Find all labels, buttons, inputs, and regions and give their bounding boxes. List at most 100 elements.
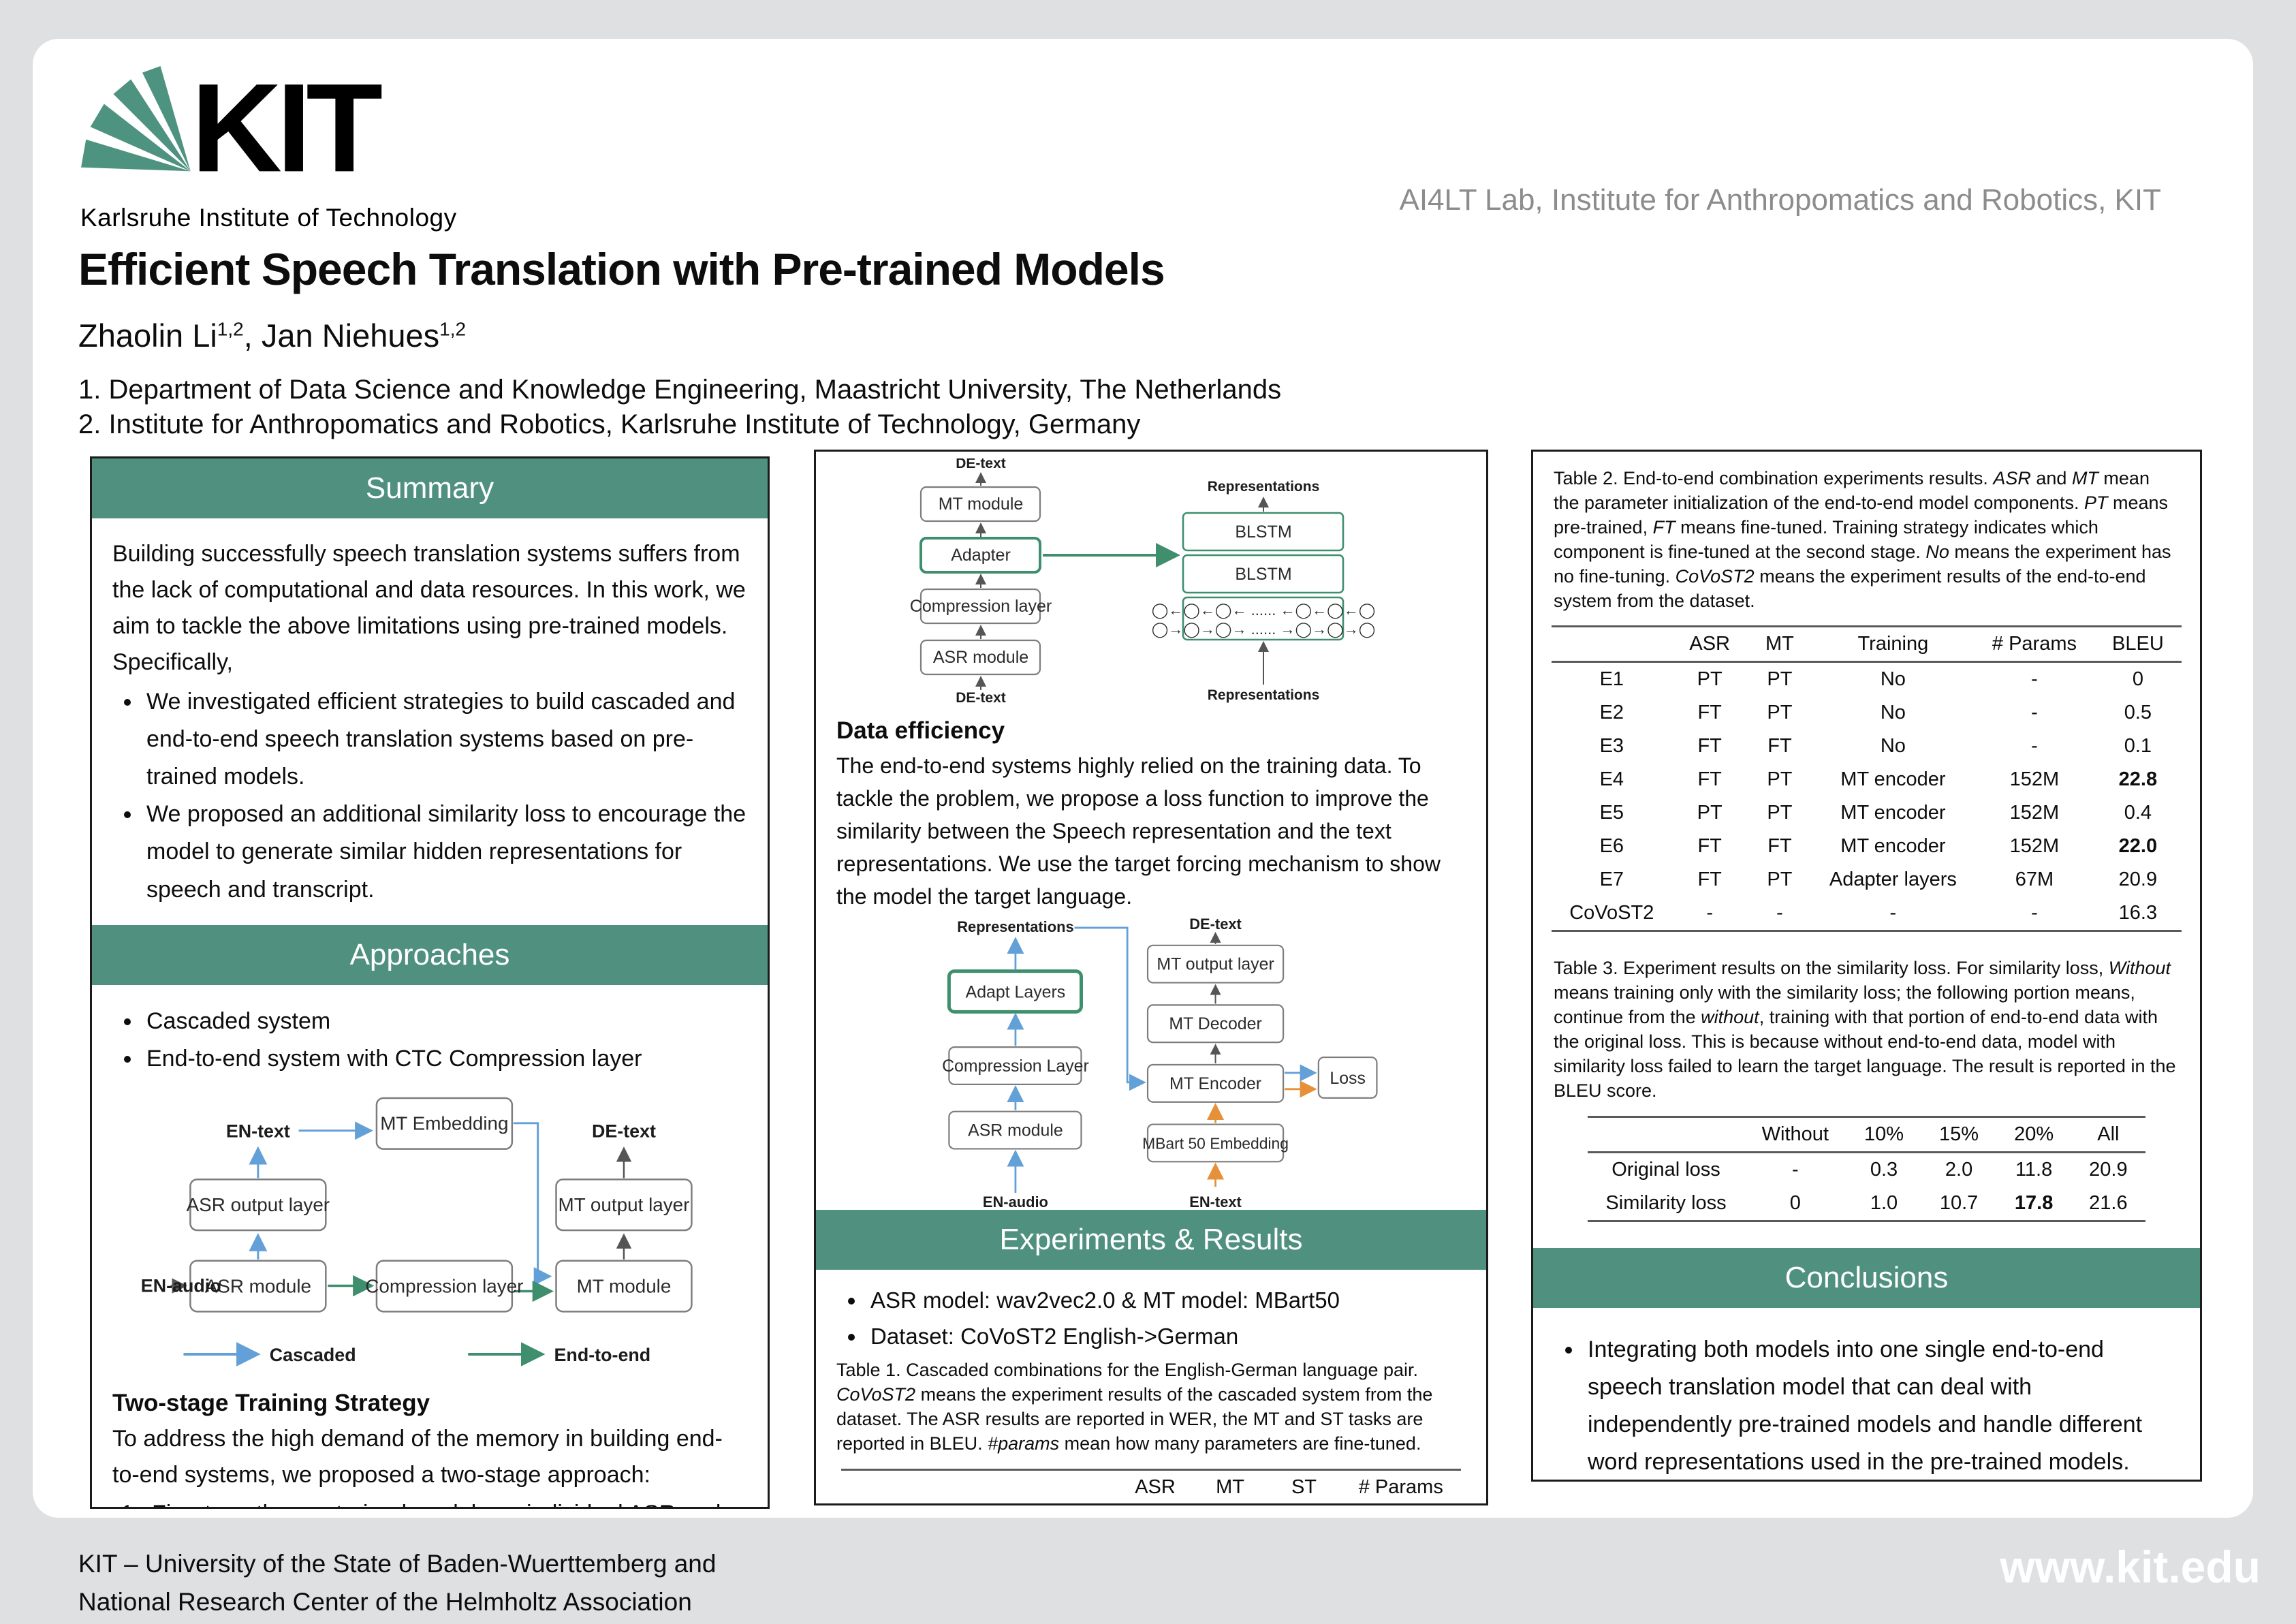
affiliation-line: 2. Institute for Anthropomatics and Robo… — [78, 409, 1141, 440]
mbart-embedding-box — [1146, 1123, 1285, 1162]
experiments-bullet: ASR model: wav2vec2.0 & MT model: MBart5… — [866, 1282, 1466, 1318]
mt-output-layer-box — [555, 1178, 693, 1231]
table-cell: - — [2031, 668, 2038, 691]
caption-segment: means the experiment results of the casc… — [836, 1384, 1433, 1454]
mt-encoder-label: MT Encoder — [1169, 1074, 1261, 1093]
kit-logo-text: KIT — [191, 63, 382, 181]
blstm-box — [1182, 512, 1344, 552]
caption-segment: CoVoST2 — [836, 1384, 916, 1405]
experiments-body: ASR model: wav2vec2.0 & MT model: MBart5… — [816, 1270, 1486, 1503]
table-header-cell — [1588, 1116, 1744, 1152]
table-cell: Adapter layers — [1829, 869, 1957, 891]
approaches-bullet: Cascaded system — [142, 1003, 747, 1040]
table-cell: 0 — [2132, 668, 2143, 691]
compression-layer-label: Compression layer — [910, 597, 1052, 616]
mt-output-layer-box — [1146, 944, 1285, 984]
table-header-cell — [841, 1470, 1117, 1503]
two-stage-text: To address the high demand of the memory… — [112, 1426, 723, 1488]
author-sup: 1,2 — [217, 318, 244, 340]
table2: ASR MT Training # Params BLEU E1 PT PT No - 0 E2 FT P… — [1552, 625, 2182, 932]
table-cell: FT — [1697, 702, 1722, 724]
adapt-layers-label: Adapt Layers — [966, 982, 1066, 1001]
table-cell: No — [1880, 735, 1906, 758]
table-cell: FT — [1767, 835, 1792, 858]
mt-output-layer-label: MT output layer — [559, 1194, 690, 1215]
table-cell: 0.1 — [2124, 735, 2152, 758]
table-cell: E3 — [1599, 735, 1624, 758]
legend-endtoend-label: End-to-end — [554, 1345, 651, 1365]
similarity-loss-diagram: Adapt Layers Compression Layer ASR modul… — [942, 918, 1378, 1210]
caption-segment: CoVoST2 — [1675, 565, 1755, 587]
de-text-label: DE-text — [592, 1121, 656, 1141]
approaches-bullet: End-to-end system with CTC Compression l… — [142, 1040, 747, 1078]
table-cell: 16.3 — [2118, 902, 2158, 924]
mt-output-layer-label: MT output layer — [1157, 954, 1274, 973]
en-text-label: EN-text — [226, 1121, 290, 1141]
adapter-label: Adapter — [951, 546, 1011, 565]
data-efficiency-heading: Data efficiency — [836, 717, 1005, 744]
table-row: E4 FT PT MT encoder 152M 22.8 — [1552, 763, 2182, 796]
table-cell: E4 — [1599, 768, 1624, 791]
table-cell: E5 — [1599, 802, 1624, 824]
summary-heading: Summary — [92, 458, 768, 518]
table-row: Similarity loss 0 1.0 10.7 17.8 21.6 — [1588, 1187, 2145, 1221]
caption-segment: means training only with the similarity … — [1554, 982, 2135, 1028]
table-cell: - — [2031, 735, 2038, 758]
data-efficiency-block: Data efficiency The end-to-end systems h… — [816, 704, 1486, 913]
table-cell: 0.3 — [1870, 1158, 1898, 1181]
table3-caption: Table 3. Experiment results on the simil… — [1533, 932, 2200, 1103]
table-cell: FT — [1697, 768, 1722, 791]
caption-segment: means pre-trained, — [1554, 492, 2169, 537]
asr-output-layer-label: ASR output layer — [187, 1194, 330, 1215]
table-cell: MT encoder — [1840, 768, 1946, 791]
table-row: E5 PT PT MT encoder 152M 0.4 — [1552, 796, 2182, 830]
caption-segment: , training with that portion of end-to-e… — [1554, 1007, 2176, 1101]
compression-layer-box — [919, 588, 1041, 625]
table-header-cell: ASR — [1689, 633, 1731, 655]
representations-label: Representations — [1208, 479, 1320, 495]
table-cell: 2.0 — [1945, 1158, 1973, 1181]
table-cell: No — [1880, 702, 1906, 724]
table2-caption: Table 2. End-to-end combination experime… — [1533, 452, 2200, 613]
table-header-cell: MT — [1216, 1476, 1244, 1499]
table-cell: PT — [1767, 668, 1793, 691]
summary-bullet: We investigated efficient strategies to … — [142, 683, 747, 796]
table-cell: 22.0 — [2118, 835, 2158, 858]
table-header-cell: All — [2097, 1123, 2120, 1145]
table-cell: 152M — [2009, 768, 2060, 791]
two-stage-heading: Two-stage Training Strategy — [112, 1389, 430, 1416]
table-cell: E7 — [1599, 869, 1624, 891]
table-header-cell: 10% — [1863, 1123, 1904, 1145]
compression-layer-box — [375, 1260, 514, 1313]
data-efficiency-text: The end-to-end systems highly relied on … — [836, 753, 1441, 909]
table-cell: - — [1776, 902, 1783, 924]
caption-segment: and — [2030, 468, 2072, 488]
table-cell: 0 — [1789, 1191, 1801, 1214]
adapter-box — [919, 537, 1041, 574]
table-cell: - — [1791, 1158, 1799, 1181]
mt-module-label: MT module — [939, 495, 1024, 514]
en-audio-label: EN-audio — [141, 1275, 221, 1296]
logo-caption: Karlsruhe Institute of Technology — [80, 204, 457, 232]
table-cell: No — [1880, 668, 1906, 691]
affiliation-line: 1. Department of Data Science and Knowle… — [78, 375, 1282, 405]
table-cell: 152M — [2009, 835, 2060, 858]
approaches-heading: Approaches — [92, 924, 768, 985]
mt-encoder-box — [1146, 1063, 1285, 1103]
loss-label: Loss — [1330, 1068, 1366, 1087]
asr-module-box — [919, 639, 1041, 676]
summary-intro: Building successfully speech translation… — [112, 541, 746, 676]
experiments-bullet: Dataset: CoVoST2 English->German — [866, 1318, 1466, 1354]
table-cell: PT — [1767, 802, 1793, 824]
table-cell: 22.8 — [2118, 768, 2158, 791]
table-cell: E1 — [1599, 668, 1624, 691]
de-text-label: DE-text — [1189, 918, 1242, 933]
table-cell: PT — [1697, 802, 1723, 824]
table-cell: MT encoder — [1840, 802, 1946, 824]
table-cell: 0.5 — [2124, 702, 2152, 724]
authors: Zhaolin Li1,2, Jan Niehues1,2 — [78, 317, 466, 354]
table-cell: PT — [1767, 869, 1793, 891]
table-row: E6 FT FT MT encoder 152M 22.0 — [1552, 830, 2182, 863]
two-stage-step: Fine-tune the pre-trained models on indi… — [146, 1495, 747, 1507]
kit-logo: KIT — [78, 63, 385, 181]
